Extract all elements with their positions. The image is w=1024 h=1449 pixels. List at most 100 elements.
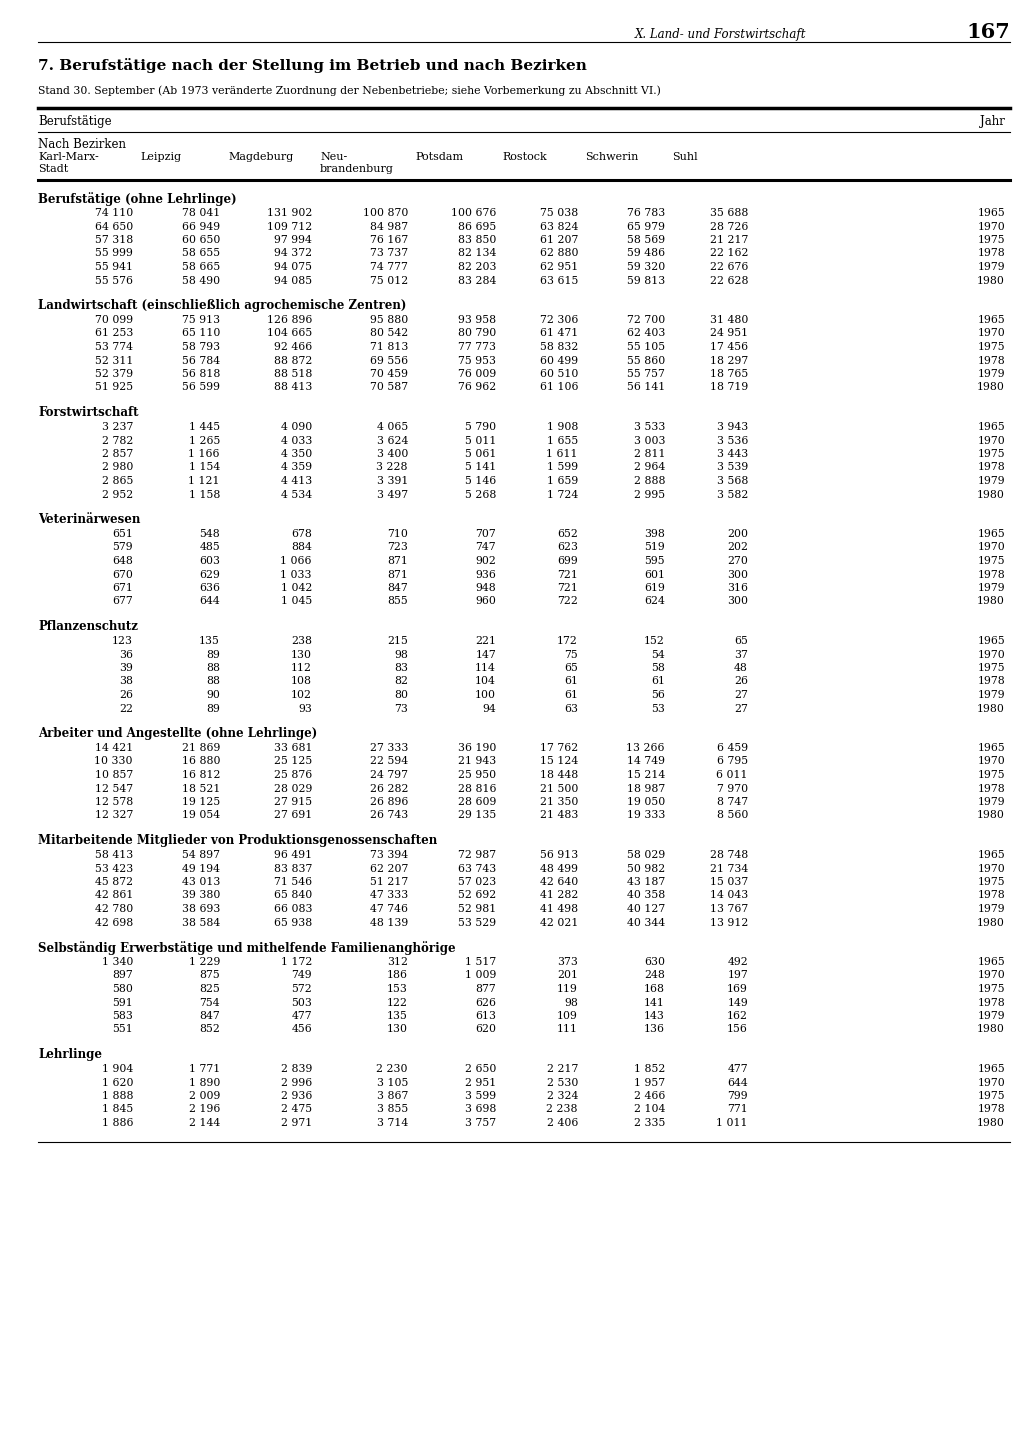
Text: 871: 871 <box>387 556 408 567</box>
Text: 1975: 1975 <box>977 877 1005 887</box>
Text: 64 650: 64 650 <box>95 222 133 232</box>
Text: 3 228: 3 228 <box>377 462 408 472</box>
Text: 1 042: 1 042 <box>281 582 312 593</box>
Text: 1 166: 1 166 <box>188 449 220 459</box>
Text: 579: 579 <box>113 542 133 552</box>
Text: 130: 130 <box>291 649 312 659</box>
Text: 644: 644 <box>200 597 220 607</box>
Text: 65: 65 <box>564 664 578 672</box>
Text: 58 655: 58 655 <box>182 248 220 258</box>
Text: 1975: 1975 <box>977 235 1005 245</box>
Text: 671: 671 <box>112 582 133 593</box>
Text: 83: 83 <box>394 664 408 672</box>
Text: 1978: 1978 <box>977 355 1005 365</box>
Text: 456: 456 <box>291 1024 312 1035</box>
Text: 100 870: 100 870 <box>362 209 408 217</box>
Text: Potsdam: Potsdam <box>415 152 463 162</box>
Text: 97 994: 97 994 <box>274 235 312 245</box>
Text: 3 105: 3 105 <box>377 1078 408 1088</box>
Text: 22 594: 22 594 <box>370 756 408 767</box>
Text: 200: 200 <box>727 529 748 539</box>
Text: 53 774: 53 774 <box>95 342 133 352</box>
Text: 93: 93 <box>298 704 312 713</box>
Text: 22 628: 22 628 <box>710 275 748 285</box>
Text: 65 110: 65 110 <box>181 329 220 339</box>
Text: 1 517: 1 517 <box>465 956 496 966</box>
Text: 55 941: 55 941 <box>95 262 133 272</box>
Text: 721: 721 <box>557 569 578 580</box>
Text: 1 888: 1 888 <box>101 1091 133 1101</box>
Text: 63 615: 63 615 <box>540 275 578 285</box>
Text: 52 379: 52 379 <box>95 369 133 380</box>
Text: 55 757: 55 757 <box>627 369 665 380</box>
Text: 70 459: 70 459 <box>370 369 408 380</box>
Text: 61 207: 61 207 <box>540 235 578 245</box>
Text: 373: 373 <box>557 956 578 966</box>
Text: 82: 82 <box>394 677 408 687</box>
Text: 3 582: 3 582 <box>717 490 748 500</box>
Text: 551: 551 <box>113 1024 133 1035</box>
Text: 55 576: 55 576 <box>95 275 133 285</box>
Text: 73 737: 73 737 <box>370 248 408 258</box>
Text: 1978: 1978 <box>977 569 1005 580</box>
Text: 1975: 1975 <box>977 1091 1005 1101</box>
Text: 1978: 1978 <box>977 784 1005 794</box>
Text: 300: 300 <box>727 569 748 580</box>
Text: 76 009: 76 009 <box>458 369 496 380</box>
Text: 1 957: 1 957 <box>634 1078 665 1088</box>
Text: 6 011: 6 011 <box>717 769 748 780</box>
Text: 7 970: 7 970 <box>717 784 748 794</box>
Text: 147: 147 <box>475 649 496 659</box>
Text: 40 358: 40 358 <box>627 891 665 900</box>
Text: 754: 754 <box>200 997 220 1007</box>
Text: 28 029: 28 029 <box>273 784 312 794</box>
Text: 141: 141 <box>644 997 665 1007</box>
Text: Lehrlinge: Lehrlinge <box>38 1048 102 1061</box>
Text: 2 009: 2 009 <box>188 1091 220 1101</box>
Text: 21 217: 21 217 <box>710 235 748 245</box>
Text: 58 569: 58 569 <box>627 235 665 245</box>
Text: 36 190: 36 190 <box>458 743 496 753</box>
Text: 58 029: 58 029 <box>627 851 665 861</box>
Text: 2 217: 2 217 <box>547 1064 578 1074</box>
Text: 111: 111 <box>557 1024 578 1035</box>
Text: 94 372: 94 372 <box>273 248 312 258</box>
Text: 75 038: 75 038 <box>540 209 578 217</box>
Text: 202: 202 <box>727 542 748 552</box>
Text: 100: 100 <box>475 690 496 700</box>
Text: 2 980: 2 980 <box>101 462 133 472</box>
Text: 2 406: 2 406 <box>547 1119 578 1127</box>
Text: 248: 248 <box>644 971 665 981</box>
Text: 90: 90 <box>206 690 220 700</box>
Text: 1 724: 1 724 <box>547 490 578 500</box>
Text: 52 981: 52 981 <box>458 904 496 914</box>
Text: 39: 39 <box>119 664 133 672</box>
Text: 94 075: 94 075 <box>274 262 312 272</box>
Text: 771: 771 <box>727 1104 748 1114</box>
Text: Stadt: Stadt <box>38 164 69 174</box>
Text: 1975: 1975 <box>977 342 1005 352</box>
Text: 92 466: 92 466 <box>273 342 312 352</box>
Text: 1970: 1970 <box>977 329 1005 339</box>
Text: 3 497: 3 497 <box>377 490 408 500</box>
Text: 847: 847 <box>200 1011 220 1022</box>
Text: 109 712: 109 712 <box>266 222 312 232</box>
Text: 2 811: 2 811 <box>634 449 665 459</box>
Text: 3 867: 3 867 <box>377 1091 408 1101</box>
Text: 1978: 1978 <box>977 891 1005 900</box>
Text: 707: 707 <box>475 529 496 539</box>
Text: 15 214: 15 214 <box>627 769 665 780</box>
Text: 60 650: 60 650 <box>181 235 220 245</box>
Text: 21 943: 21 943 <box>458 756 496 767</box>
Text: 1 852: 1 852 <box>634 1064 665 1074</box>
Text: Rostock: Rostock <box>502 152 547 162</box>
Text: Suhl: Suhl <box>672 152 697 162</box>
Text: 630: 630 <box>644 956 665 966</box>
Text: 80 542: 80 542 <box>370 329 408 339</box>
Text: 26 282: 26 282 <box>370 784 408 794</box>
Text: 1 045: 1 045 <box>281 597 312 607</box>
Text: 42 698: 42 698 <box>95 917 133 927</box>
Text: 28 609: 28 609 <box>458 797 496 807</box>
Text: 1975: 1975 <box>977 984 1005 994</box>
Text: 749: 749 <box>292 971 312 981</box>
